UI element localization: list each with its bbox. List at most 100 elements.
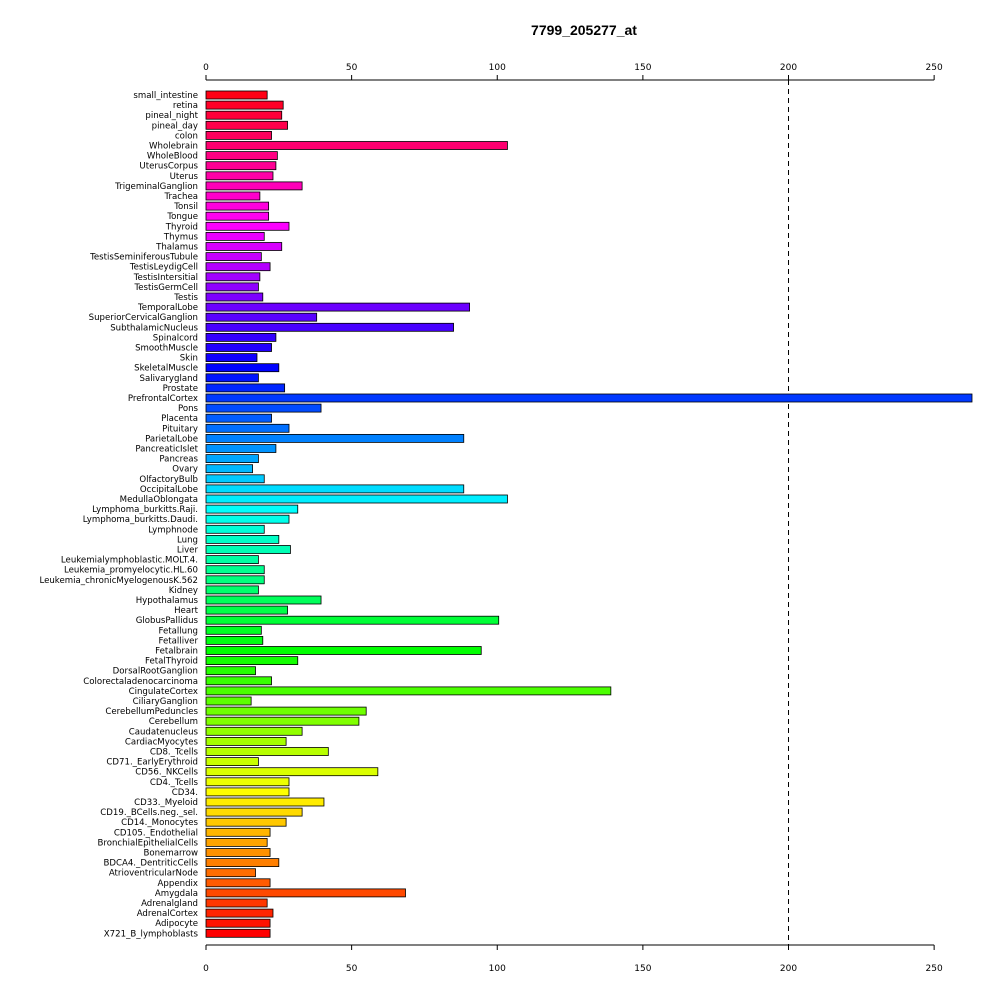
category-label: Appendix: [158, 879, 198, 889]
category-label: WholeBlood: [147, 152, 198, 162]
bar: [205, 141, 508, 150]
bar: [205, 130, 272, 140]
category-label: Fetallung: [158, 626, 198, 636]
bottom-tick-label: 100: [489, 964, 506, 974]
bar: [205, 666, 256, 676]
bar: [205, 343, 272, 352]
chart-title: 7799_205277_at: [531, 22, 637, 38]
top-tick-label: 0: [203, 63, 209, 73]
top-tick-label: 250: [926, 63, 943, 73]
bar: [205, 353, 258, 363]
bar: [205, 908, 274, 918]
category-label: Tongue: [166, 212, 198, 222]
top-tick-label: 100: [489, 63, 506, 73]
category-label: Spinalcord: [153, 333, 198, 343]
bar: [205, 676, 272, 686]
category-label: OlfactoryBulb: [139, 475, 198, 485]
bar: [205, 838, 268, 847]
bar: [205, 191, 261, 201]
category-label: FetalThyroid: [145, 657, 198, 667]
bar: [205, 888, 406, 898]
category-label: pineal_day: [152, 121, 198, 131]
bottom-tick-label: 250: [926, 964, 943, 974]
category-label: BDCA4._DentriticCells: [103, 859, 198, 869]
bar: [205, 898, 268, 908]
bar: [205, 282, 259, 292]
bar: [205, 646, 482, 655]
bar: [205, 706, 367, 716]
bar: [205, 858, 280, 867]
category-label: ParietalLobe: [145, 434, 198, 444]
bar: [205, 625, 262, 635]
category-label: Lymphoma_burkitts.Daudi.: [83, 515, 198, 525]
category-label: CD8._Tcells: [150, 748, 199, 758]
category-label: AdrenalCortex: [137, 909, 198, 919]
category-label: UterusCorpus: [139, 162, 198, 172]
category-label: Fetalliver: [159, 636, 199, 646]
bar: [205, 918, 271, 928]
category-label: Liver: [177, 546, 199, 556]
category-label: GlobusPallidus: [136, 616, 199, 626]
bar: [205, 252, 262, 262]
top-tick-label: 50: [346, 63, 358, 73]
bar: [205, 524, 265, 534]
bar: [205, 636, 264, 645]
category-label: CiliaryGanglion: [133, 697, 198, 707]
category-label: Thalamus: [155, 243, 198, 253]
category-label: Thymus: [163, 232, 199, 242]
bar: [205, 262, 271, 272]
bar: [205, 514, 290, 524]
bar: [205, 171, 274, 181]
category-label: Cerebellum: [149, 717, 198, 727]
category-label: Lymphoma_burkitts.Raji.: [92, 505, 198, 515]
category-label: SkeletalMuscle: [134, 364, 198, 374]
bar: [205, 292, 264, 302]
category-label: Colorectaladenocarcinoma: [83, 677, 198, 687]
category-label: TemporalLobe: [137, 303, 198, 313]
category-label: Hypothalamus: [136, 596, 199, 606]
bar: [205, 433, 465, 443]
category-label: Leukemialymphoblastic.MOLT.4.: [61, 556, 198, 566]
category-label: PancreaticIslet: [135, 445, 198, 455]
bar: [205, 454, 259, 464]
bottom-tick-label: 150: [634, 964, 651, 974]
bar: [205, 777, 290, 787]
category-label: MedullaOblongata: [120, 495, 198, 505]
bar: [205, 393, 973, 403]
category-label: CD14._Monocytes: [121, 818, 198, 828]
top-tick-label: 150: [634, 63, 651, 73]
category-label: TrigeminalGanglion: [114, 182, 198, 192]
bar: [205, 373, 259, 383]
category-label: Salivarygland: [140, 374, 198, 384]
bar: [205, 575, 265, 585]
bar: [205, 817, 287, 827]
bar: [205, 302, 470, 312]
category-label: Adrenalgland: [141, 899, 198, 909]
bar: [205, 484, 465, 494]
bar: [205, 928, 271, 938]
category-label: Tonsil: [173, 202, 198, 212]
bar: [205, 383, 286, 393]
bar: [205, 696, 252, 706]
bar: [205, 120, 288, 130]
category-label: Trachea: [163, 192, 198, 202]
bar: [205, 201, 270, 211]
category-label: TestisSeminiferousTubule: [89, 253, 198, 263]
category-label: Skin: [180, 354, 198, 364]
category-label: TestisGermCell: [133, 283, 198, 293]
top-x-axis: 0 50 100 150 200 250: [203, 63, 943, 81]
category-label: Thyroid: [165, 222, 198, 232]
category-label: SuperiorCervicalGanglion: [89, 313, 198, 323]
bar: [205, 797, 325, 807]
category-label: Pons: [178, 404, 199, 414]
category-label: SmoothMuscle: [135, 344, 198, 354]
bar: [205, 231, 265, 241]
category-label: X721_B_lymphoblasts: [104, 929, 199, 939]
bar: [205, 312, 318, 322]
bars-group: [205, 90, 973, 938]
bottom-tick-label: 0: [203, 964, 209, 974]
bar: [205, 332, 277, 342]
bar: [205, 90, 268, 100]
bar: [205, 474, 265, 484]
